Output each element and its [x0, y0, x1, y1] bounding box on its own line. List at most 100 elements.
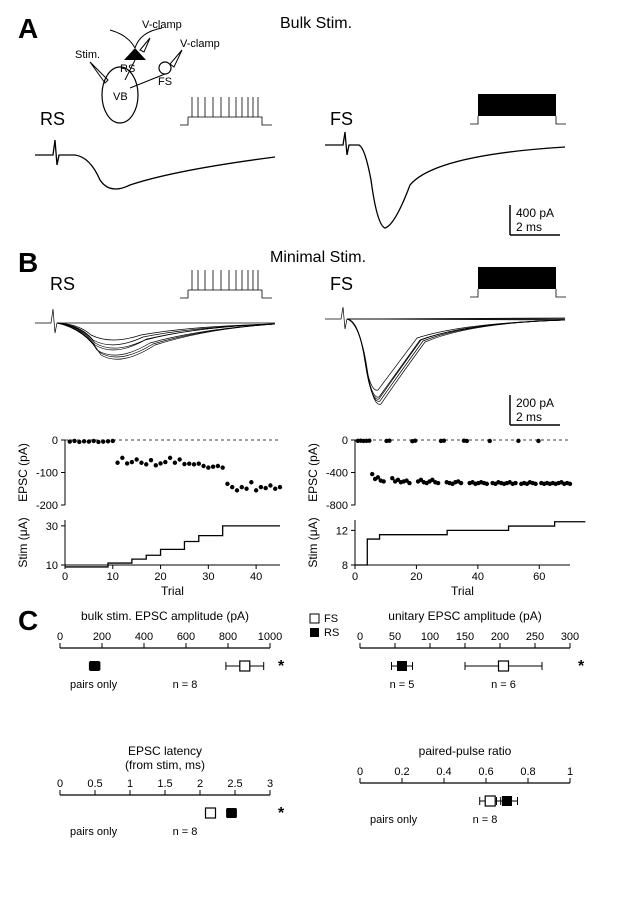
svg-text:unitary EPSC amplitude (pA): unitary EPSC amplitude (pA) [388, 609, 541, 623]
svg-text:300: 300 [561, 631, 579, 643]
svg-text:Stim (μA): Stim (μA) [306, 517, 320, 567]
svg-text:n = 5: n = 5 [390, 679, 415, 691]
scale-bar-a: 400 pA 2 ms [510, 205, 560, 235]
fs-label-b: FS [330, 274, 353, 294]
fs-firing-inset-b [470, 267, 566, 297]
svg-text:Trial: Trial [451, 584, 474, 598]
svg-text:40: 40 [472, 571, 484, 583]
svg-text:pairs only: pairs only [70, 826, 118, 838]
rs-label-b: RS [50, 274, 75, 294]
rs-bulk-trace [35, 140, 275, 189]
svg-text:2 ms: 2 ms [516, 220, 542, 234]
figure: A Bulk Stim. VB RS FS V-clamp V-clamp St… [10, 10, 608, 889]
svg-text:-400: -400 [326, 468, 348, 480]
panel-a-title: Bulk Stim. [280, 15, 352, 32]
svg-text:V-clamp: V-clamp [180, 38, 220, 50]
panel-b-label: B [18, 247, 38, 278]
svg-text:0.6: 0.6 [478, 766, 493, 778]
svg-text:EPSC (pA): EPSC (pA) [16, 443, 30, 502]
svg-text:FS: FS [158, 76, 172, 88]
panel-b-title: Minimal Stim. [270, 249, 366, 266]
svg-text:0.5: 0.5 [87, 778, 102, 790]
svg-text:10: 10 [46, 560, 58, 572]
svg-text:EPSC (pA): EPSC (pA) [306, 443, 320, 502]
svg-text:1000: 1000 [258, 631, 282, 643]
svg-text:0.4: 0.4 [436, 766, 451, 778]
svg-text:40: 40 [250, 571, 262, 583]
svg-text:30: 30 [202, 571, 214, 583]
svg-text:200: 200 [93, 631, 111, 643]
svg-text:30: 30 [46, 521, 58, 533]
svg-text:0: 0 [357, 766, 363, 778]
svg-text:2.5: 2.5 [227, 778, 242, 790]
svg-text:V-clamp: V-clamp [142, 19, 182, 31]
rs-firing-inset-b [180, 270, 272, 298]
panel-c-legend: FS RS [310, 613, 339, 639]
svg-text:-100: -100 [36, 468, 58, 480]
c-plot-bulk-epsc: bulk stim. EPSC amplitude (pA)0200400600… [57, 609, 285, 691]
rs-label-a: RS [40, 109, 65, 129]
svg-text:*: * [278, 658, 285, 675]
svg-text:-200: -200 [36, 500, 58, 512]
rs-minimal-traces [35, 309, 275, 359]
svg-text:0: 0 [342, 435, 348, 447]
svg-text:12: 12 [336, 525, 348, 537]
rs-epsc-scatter: 0 -100 -200 EPSC (pA) [16, 435, 282, 512]
c-plot-ppr: paired-pulse ratio 0 0.2 0.4 0.6 0.8 1 pairs on… [357, 744, 573, 826]
svg-text:*: * [578, 658, 585, 675]
svg-text:pairs only: pairs only [370, 814, 418, 826]
c-plot-unitary-epsc: unitary EPSC amplitude (pA) 0 50 100 150 200 2… [357, 609, 585, 691]
svg-text:50: 50 [389, 631, 401, 643]
svg-text:-800: -800 [326, 500, 348, 512]
fs-epsc-scatter: 0 -400 -800 EPSC (pA) [306, 435, 572, 512]
svg-text:0.8: 0.8 [520, 766, 535, 778]
svg-text:3: 3 [267, 778, 273, 790]
svg-text:0: 0 [57, 631, 63, 643]
svg-text:10: 10 [107, 571, 119, 583]
svg-text:20: 20 [410, 571, 422, 583]
svg-text:Stim (μA): Stim (μA) [16, 517, 30, 567]
svg-text:RS: RS [324, 627, 339, 639]
svg-text:VB: VB [113, 91, 128, 103]
fs-firing-inset [470, 94, 566, 124]
svg-text:800: 800 [219, 631, 237, 643]
rs-stim-plot: 10 30 0 10 20 30 40 Stim (μA) Trial [16, 517, 280, 598]
svg-text:0: 0 [52, 435, 58, 447]
svg-text:n = 8: n = 8 [473, 814, 498, 826]
svg-text:Trial: Trial [161, 584, 184, 598]
svg-text:60: 60 [533, 571, 545, 583]
svg-text:0: 0 [62, 571, 68, 583]
svg-text:*: * [278, 805, 285, 822]
svg-text:0.2: 0.2 [394, 766, 409, 778]
svg-text:bulk stim. EPSC amplitude (pA): bulk stim. EPSC amplitude (pA) [81, 609, 249, 623]
c-plot-latency: EPSC latency(from stim, ms)00.511.522.53… [57, 744, 285, 838]
fs-minimal-traces [325, 307, 565, 404]
fs-stim-plot: 8 12 0 20 40 60 Stim (μA) Trial [306, 517, 585, 598]
svg-text:EPSC latency: EPSC latency [128, 744, 202, 758]
svg-text:FS: FS [324, 613, 338, 625]
svg-text:Stim.: Stim. [75, 49, 100, 61]
svg-text:1.5: 1.5 [157, 778, 172, 790]
svg-text:pairs only: pairs only [70, 679, 118, 691]
svg-text:400 pA: 400 pA [516, 206, 554, 220]
svg-text:1: 1 [127, 778, 133, 790]
svg-text:100: 100 [421, 631, 439, 643]
svg-text:n = 8: n = 8 [173, 826, 198, 838]
svg-text:n = 8: n = 8 [173, 679, 198, 691]
svg-text:paired-pulse ratio: paired-pulse ratio [419, 744, 512, 758]
rs-firing-inset [180, 97, 272, 125]
svg-text:250: 250 [526, 631, 544, 643]
svg-text:0: 0 [357, 631, 363, 643]
svg-text:20: 20 [154, 571, 166, 583]
svg-text:(from stim, ms): (from stim, ms) [125, 758, 205, 772]
svg-text:0: 0 [352, 571, 358, 583]
svg-text:150: 150 [456, 631, 474, 643]
panel-c-label: C [18, 605, 38, 636]
svg-text:8: 8 [342, 560, 348, 572]
svg-text:200: 200 [491, 631, 509, 643]
svg-text:2 ms: 2 ms [516, 410, 542, 424]
svg-text:2: 2 [197, 778, 203, 790]
svg-text:1: 1 [567, 766, 573, 778]
scale-bar-b: 200 pA 2 ms [510, 395, 560, 425]
svg-text:200 pA: 200 pA [516, 396, 554, 410]
